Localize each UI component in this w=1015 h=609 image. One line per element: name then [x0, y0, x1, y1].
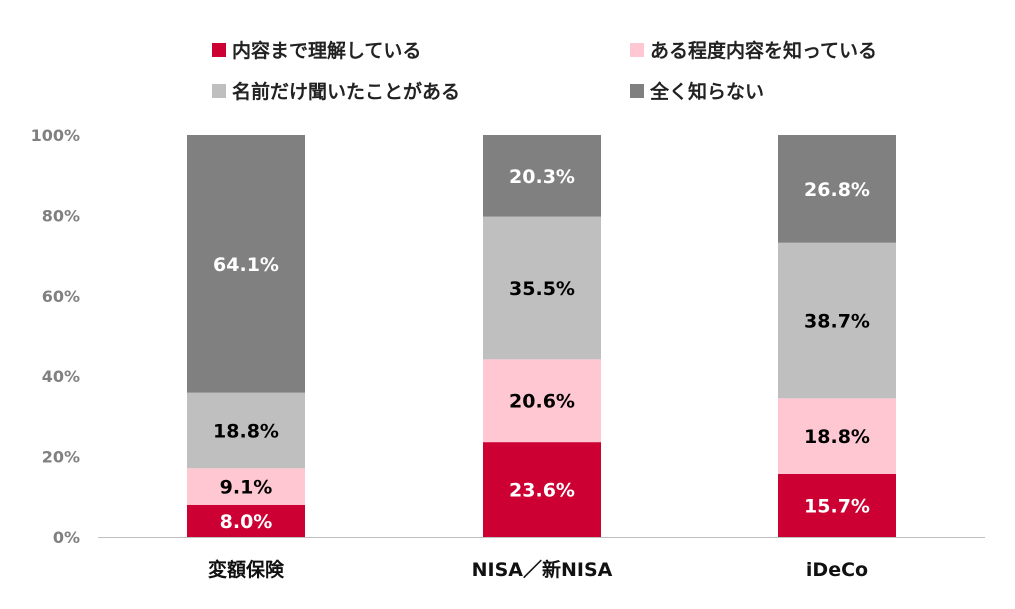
legend-label: 全く知らない [650, 81, 765, 103]
bar-segment [483, 359, 601, 443]
data-label: 64.1% [213, 254, 279, 276]
data-label: 20.3% [509, 166, 575, 188]
data-label: 38.7% [804, 311, 870, 333]
bar-segment [187, 392, 305, 469]
data-label: 15.7% [804, 495, 870, 517]
legend: 内容まで理解している ある程度内容を知っている 名前だけ聞いたことがある 全く知… [0, 0, 1015, 110]
legend-swatch [630, 42, 644, 57]
data-label: 18.8% [213, 420, 279, 442]
legend-swatch [212, 83, 226, 98]
bar-segment [483, 135, 601, 217]
bar-segment [483, 216, 601, 360]
x-tick-label: 変額保険 [208, 558, 285, 581]
y-tick-label: 20% [42, 448, 80, 467]
legend-label: ある程度内容を知っている [650, 40, 878, 62]
bar-segment [187, 135, 305, 393]
bar-segment [483, 442, 601, 537]
data-label: 9.1% [220, 477, 273, 499]
bar-segment [778, 398, 896, 474]
data-label: 26.8% [804, 179, 870, 201]
legend-item-somewhat: ある程度内容を知っている [630, 36, 877, 63]
legend-item-name-only: 名前だけ聞いたことがある [212, 77, 460, 104]
bar-segment [778, 135, 896, 243]
y-tick-label: 80% [42, 206, 80, 225]
bar-segment [187, 504, 305, 537]
bar-segment [778, 242, 896, 399]
y-tick-label: 0% [53, 528, 80, 547]
x-tick-label: iDeCo [806, 559, 868, 581]
data-label: 35.5% [509, 278, 575, 300]
legend-label: 内容まで理解している [232, 40, 422, 62]
legend-swatch [212, 42, 226, 57]
y-tick-label: 100% [31, 126, 80, 145]
data-label: 8.0% [220, 511, 273, 533]
y-tick-label: 40% [42, 367, 80, 386]
legend-label: 名前だけ聞いたことがある [232, 81, 461, 103]
x-tick-label: NISA／新NISA [472, 558, 613, 581]
data-label: 18.8% [804, 426, 870, 448]
legend-swatch [630, 83, 644, 98]
bar-segment [778, 473, 896, 537]
bar-segment [187, 468, 305, 505]
data-label: 23.6% [509, 480, 575, 502]
data-label: 20.6% [509, 391, 575, 413]
legend-item-unknown: 全く知らない [630, 77, 764, 104]
y-tick-label: 60% [42, 287, 80, 306]
legend-item-understand: 内容まで理解している [212, 36, 421, 63]
